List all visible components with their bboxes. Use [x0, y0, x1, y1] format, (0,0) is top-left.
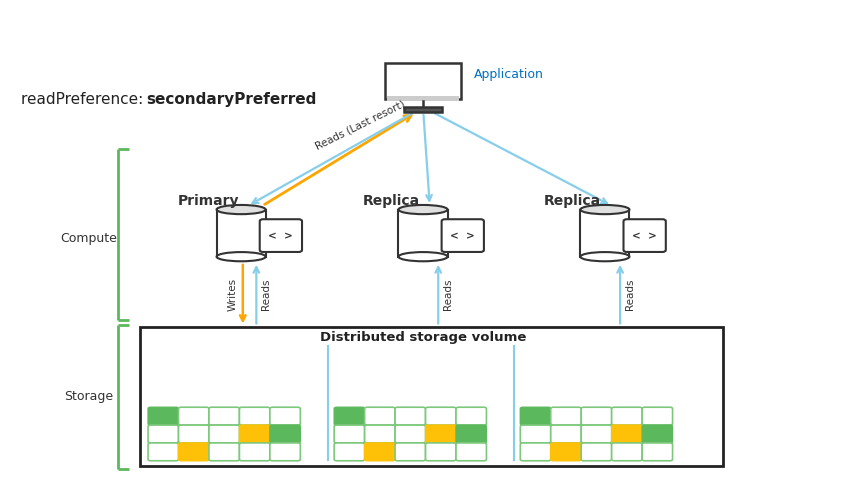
Ellipse shape — [398, 252, 448, 261]
Text: <  >: < > — [450, 231, 475, 241]
FancyBboxPatch shape — [270, 425, 300, 443]
FancyBboxPatch shape — [642, 425, 673, 443]
Ellipse shape — [580, 205, 629, 214]
FancyBboxPatch shape — [581, 443, 612, 461]
Text: <  >: < > — [632, 231, 657, 241]
FancyBboxPatch shape — [209, 407, 239, 425]
FancyBboxPatch shape — [551, 425, 581, 443]
FancyBboxPatch shape — [426, 407, 456, 425]
Ellipse shape — [217, 252, 266, 261]
Text: Primary: Primary — [179, 194, 239, 208]
FancyBboxPatch shape — [365, 443, 395, 461]
Ellipse shape — [398, 205, 448, 214]
FancyBboxPatch shape — [148, 407, 179, 425]
FancyBboxPatch shape — [642, 443, 673, 461]
FancyBboxPatch shape — [395, 425, 426, 443]
FancyBboxPatch shape — [387, 96, 459, 101]
FancyBboxPatch shape — [551, 443, 581, 461]
Text: Reads (Last resort): Reads (Last resort) — [314, 99, 407, 152]
FancyBboxPatch shape — [334, 443, 365, 461]
FancyBboxPatch shape — [642, 407, 673, 425]
FancyBboxPatch shape — [140, 327, 723, 466]
FancyBboxPatch shape — [581, 425, 612, 443]
FancyBboxPatch shape — [426, 425, 456, 443]
Text: Application: Application — [474, 68, 544, 81]
FancyBboxPatch shape — [395, 443, 426, 461]
Ellipse shape — [580, 252, 629, 261]
FancyBboxPatch shape — [334, 425, 365, 443]
FancyBboxPatch shape — [385, 63, 460, 99]
FancyBboxPatch shape — [270, 407, 300, 425]
FancyBboxPatch shape — [179, 425, 209, 443]
FancyBboxPatch shape — [395, 407, 426, 425]
Text: Reads: Reads — [261, 279, 272, 310]
FancyBboxPatch shape — [426, 443, 456, 461]
FancyBboxPatch shape — [365, 407, 395, 425]
FancyBboxPatch shape — [456, 443, 486, 461]
FancyBboxPatch shape — [217, 209, 266, 257]
FancyBboxPatch shape — [260, 219, 302, 252]
FancyBboxPatch shape — [404, 107, 442, 112]
FancyBboxPatch shape — [239, 425, 270, 443]
FancyBboxPatch shape — [551, 407, 581, 425]
FancyBboxPatch shape — [580, 209, 629, 257]
FancyBboxPatch shape — [612, 425, 642, 443]
FancyBboxPatch shape — [209, 443, 239, 461]
Text: Distributed storage volume: Distributed storage volume — [320, 331, 526, 344]
FancyBboxPatch shape — [239, 443, 270, 461]
FancyBboxPatch shape — [520, 407, 551, 425]
Text: Reads: Reads — [625, 279, 635, 310]
FancyBboxPatch shape — [148, 443, 179, 461]
Text: secondaryPreferred: secondaryPreferred — [146, 92, 316, 107]
Text: Compute: Compute — [60, 232, 118, 245]
Text: <  >: < > — [268, 231, 294, 241]
FancyBboxPatch shape — [612, 443, 642, 461]
Text: Replica: Replica — [544, 194, 602, 208]
FancyBboxPatch shape — [334, 407, 365, 425]
FancyBboxPatch shape — [148, 425, 179, 443]
Text: Reads: Reads — [443, 279, 453, 310]
Text: Storage: Storage — [64, 390, 113, 403]
FancyBboxPatch shape — [581, 407, 612, 425]
FancyBboxPatch shape — [398, 209, 448, 257]
FancyBboxPatch shape — [456, 407, 486, 425]
Text: Replica: Replica — [362, 194, 420, 208]
FancyBboxPatch shape — [179, 443, 209, 461]
FancyBboxPatch shape — [442, 219, 484, 252]
FancyBboxPatch shape — [365, 425, 395, 443]
FancyBboxPatch shape — [209, 425, 239, 443]
Text: readPreference:: readPreference: — [21, 92, 148, 107]
FancyBboxPatch shape — [520, 425, 551, 443]
FancyBboxPatch shape — [624, 219, 666, 252]
FancyBboxPatch shape — [179, 407, 209, 425]
Ellipse shape — [217, 205, 266, 214]
FancyBboxPatch shape — [270, 443, 300, 461]
FancyBboxPatch shape — [520, 443, 551, 461]
FancyBboxPatch shape — [456, 425, 486, 443]
Text: Writes: Writes — [228, 278, 238, 311]
FancyBboxPatch shape — [239, 407, 270, 425]
FancyBboxPatch shape — [612, 407, 642, 425]
